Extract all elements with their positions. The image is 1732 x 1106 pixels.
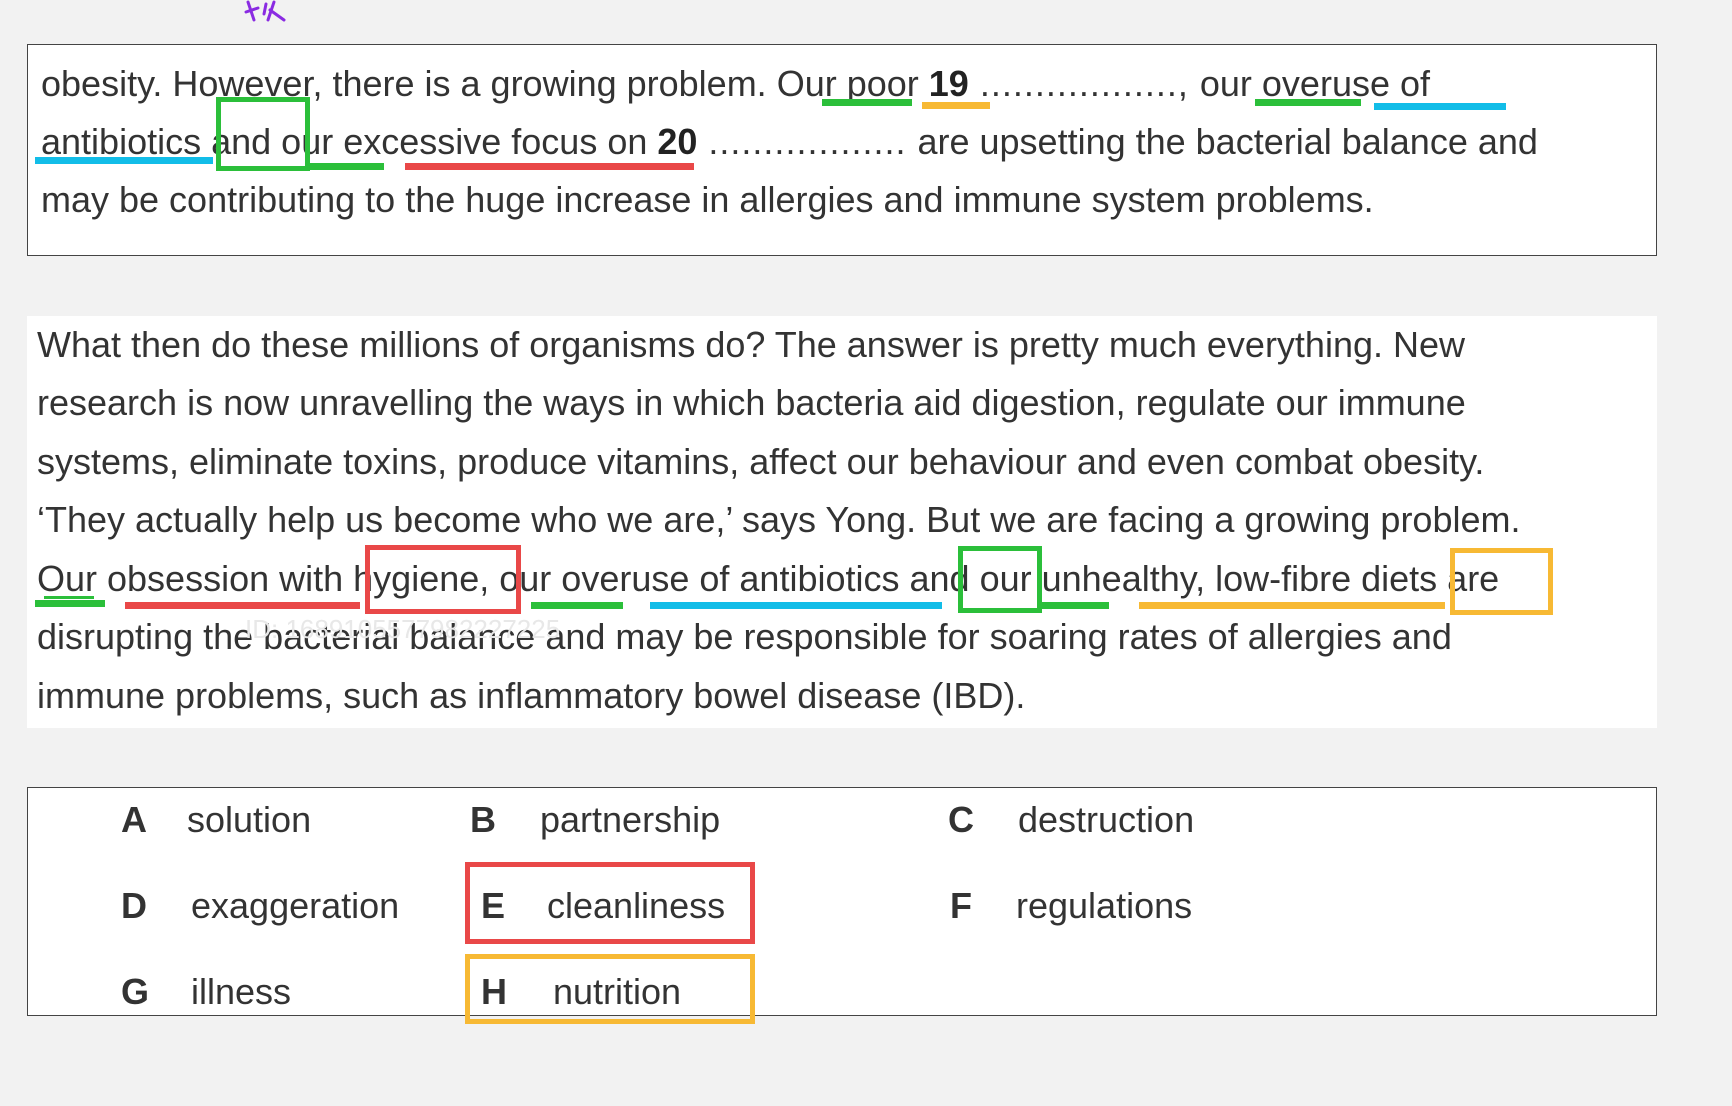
highlight-box-red	[365, 545, 521, 614]
passage-line-7: immune problems, such as inflammatory bo…	[37, 675, 1026, 716]
word-hygiene: hygiene,	[353, 558, 490, 599]
phrase-our-poor: Our poor	[776, 63, 919, 104]
passage-line-2: research is now unravelling the ways in …	[37, 382, 1466, 423]
summary-line-3: may be contributing to the huge increase…	[41, 179, 1374, 220]
phrase-our-overuse-of: our overuse of	[1199, 63, 1431, 104]
underline-green	[35, 600, 105, 607]
passage-box: What then do these millions of organisms…	[27, 316, 1657, 728]
highlight-box-orange	[465, 954, 755, 1024]
gap-20-blank[interactable]: ..................	[697, 121, 918, 162]
word-our: Our	[37, 558, 98, 599]
passage-line-6: disrupting the bacterial balance and may…	[37, 616, 1452, 657]
summary-line-2: antibiotics and our excessive focus on 2…	[41, 121, 1538, 162]
passage-line-1: What then do these millions of organisms…	[37, 324, 1466, 365]
underline-orange	[1139, 602, 1445, 609]
highlight-box-red	[465, 862, 755, 944]
underline-green	[310, 163, 384, 170]
underline-blue	[1374, 103, 1506, 110]
passage-line-4: ‘They actually help us become who we are…	[37, 499, 1521, 540]
phrase-overuse-antibiotics: our overuse of antibiotics	[489, 558, 910, 599]
underline-green-inner	[44, 596, 94, 599]
gap-19-blank[interactable]: ..................,	[968, 63, 1200, 104]
underline-green	[1255, 99, 1361, 106]
phrase-obsession-with: obsession with	[97, 558, 354, 599]
underline-blue	[35, 157, 213, 164]
phrase-excessive-focus: our excessive focus on	[281, 121, 648, 162]
underline-green	[531, 602, 623, 609]
word-antibiotics: antibiotics	[41, 121, 202, 162]
passage-line-5: Our obsession with hygiene, our overuse …	[37, 558, 1500, 599]
watermark: ID: 1689105577982227225	[245, 614, 561, 644]
underline-red	[125, 602, 360, 609]
highlight-box-green	[216, 97, 310, 171]
passage-line-3: systems, eliminate toxins, produce vitam…	[37, 441, 1485, 482]
summary-box: obesity. However, there is a growing pro…	[27, 44, 1657, 256]
highlight-box-green	[958, 546, 1042, 613]
gap-number-19: 19	[928, 63, 969, 104]
summary-line-1: obesity. However, there is a growing pro…	[41, 63, 1431, 104]
underline-orange	[922, 102, 990, 109]
word-diets: diets	[1361, 558, 1438, 599]
underline-blue	[650, 602, 942, 609]
highlight-box-orange	[1450, 548, 1553, 615]
underline-red	[405, 163, 694, 170]
purple-scribble-icon	[244, 0, 286, 22]
underline-green	[822, 99, 912, 106]
word-and: and	[201, 121, 282, 162]
underline-green	[1042, 602, 1109, 609]
gap-number-20: 20	[657, 121, 698, 162]
